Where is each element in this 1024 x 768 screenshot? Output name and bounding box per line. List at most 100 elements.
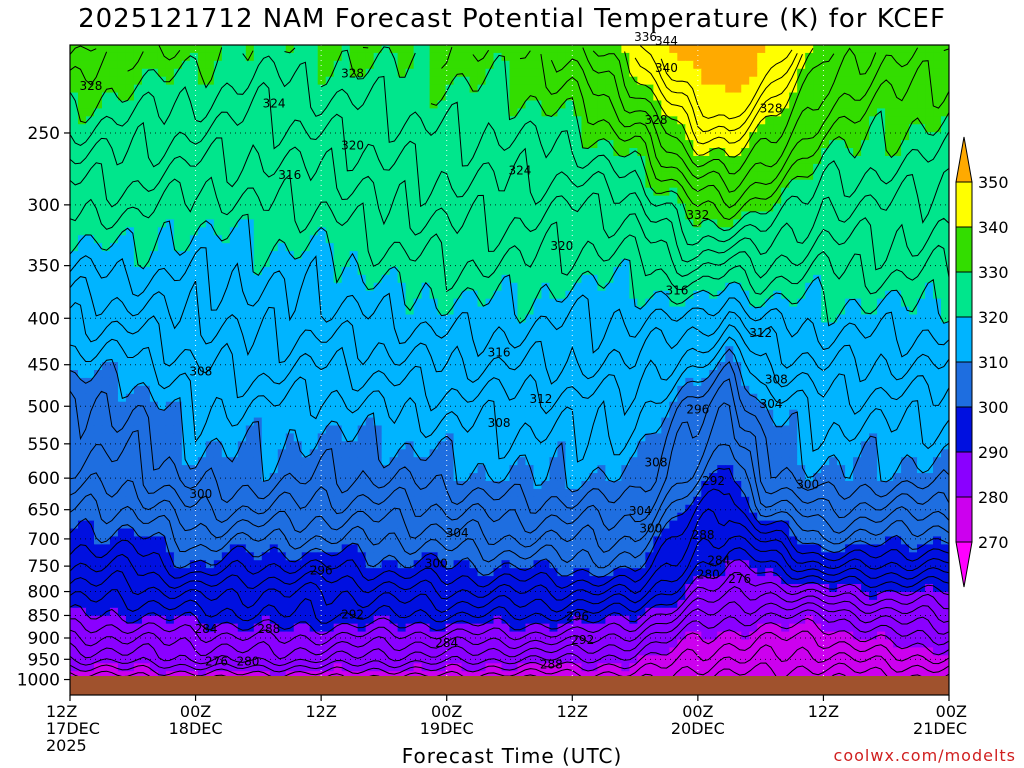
heatmap-cell [421, 68, 431, 78]
heatmap-cell [557, 76, 567, 86]
heatmap-cell [381, 116, 391, 125]
heatmap-cell [941, 298, 949, 308]
heatmap-cell [589, 92, 598, 102]
heatmap-cell [725, 290, 734, 300]
heatmap-cell [765, 393, 774, 403]
heatmap-cell [157, 235, 167, 244]
heatmap-cell [341, 338, 351, 347]
heatmap-cell [293, 346, 303, 355]
heatmap-cell [661, 124, 670, 133]
heatmap-cell [485, 266, 495, 276]
heatmap-cell [757, 298, 766, 308]
heatmap-cell [301, 203, 311, 213]
heatmap-cell [733, 282, 742, 292]
heatmap-cell [109, 179, 119, 189]
heatmap-cell [93, 155, 103, 165]
heatmap-cell [349, 290, 359, 300]
heatmap-cell [861, 203, 870, 213]
heatmap-cell [525, 52, 535, 62]
heatmap-cell [325, 266, 335, 276]
heatmap-cell [589, 45, 598, 54]
heatmap-cell [405, 274, 415, 284]
heatmap-cell [429, 155, 439, 165]
heatmap-cell [517, 219, 527, 228]
heatmap-cell [645, 108, 654, 117]
heatmap-cell [141, 203, 151, 213]
heatmap-cell [293, 163, 303, 173]
heatmap-cell [845, 393, 854, 403]
heatmap-cell [237, 235, 247, 244]
heatmap-cell [381, 266, 391, 276]
heatmap-cell [389, 219, 399, 228]
heatmap-cell [885, 108, 894, 117]
heatmap-cell [373, 195, 383, 205]
heatmap-cell [357, 401, 367, 411]
heatmap-cell [373, 68, 383, 78]
heatmap-cell [453, 45, 463, 54]
heatmap-cell [885, 60, 894, 70]
heatmap-cell [853, 362, 862, 371]
heatmap-cell [173, 251, 183, 260]
heatmap-cell [117, 163, 127, 173]
heatmap-cell [333, 100, 343, 110]
heatmap-cell [373, 100, 383, 110]
heatmap-cell [365, 330, 375, 339]
heatmap-cell [277, 354, 287, 363]
heatmap-cell [853, 251, 862, 260]
heatmap-cell [909, 84, 918, 94]
heatmap-cell [685, 362, 694, 371]
heatmap-cell [125, 52, 135, 62]
heatmap-cell [125, 124, 135, 133]
heatmap-cell [701, 155, 710, 165]
heatmap-cell [757, 76, 766, 86]
heatmap-cell [805, 195, 814, 205]
heatmap-cell [373, 155, 383, 165]
heatmap-cell [909, 385, 918, 395]
heatmap-cell [269, 171, 279, 181]
heatmap-cell [309, 354, 319, 363]
heatmap-cell [141, 354, 151, 363]
heatmap-cell [93, 163, 103, 173]
heatmap-cell [477, 377, 487, 387]
heatmap-cell [261, 92, 271, 102]
heatmap-cell [261, 370, 271, 379]
heatmap-cell [77, 124, 87, 133]
heatmap-cell [453, 84, 463, 94]
heatmap-cell [877, 219, 886, 228]
heatmap-cell [445, 140, 455, 149]
heatmap-cell [437, 211, 447, 220]
heatmap-cell [829, 84, 838, 94]
heatmap-cell [917, 274, 926, 284]
heatmap-cell [133, 282, 143, 292]
heatmap-cell [837, 171, 846, 181]
heatmap-cell [293, 124, 303, 133]
heatmap-cell [77, 45, 87, 54]
heatmap-cell [133, 163, 143, 173]
heatmap-cell [149, 219, 159, 228]
heatmap-cell [797, 219, 806, 228]
heatmap-cell [797, 100, 806, 110]
heatmap-cell [581, 385, 591, 395]
heatmap-cell [853, 243, 862, 252]
heatmap-cell [853, 187, 862, 197]
heatmap-cell [381, 140, 391, 149]
heatmap-cell [541, 274, 551, 284]
heatmap-cell [565, 290, 575, 300]
heatmap-cell [917, 68, 926, 78]
heatmap-cell [277, 52, 287, 62]
heatmap-cell [581, 322, 591, 331]
heatmap-cell [229, 52, 239, 62]
heatmap-cell [781, 163, 790, 173]
heatmap-cell [325, 155, 335, 165]
heatmap-cell [781, 370, 790, 379]
heatmap-cell [685, 290, 694, 300]
heatmap-cell [541, 266, 551, 276]
heatmap-cell [685, 298, 694, 308]
heatmap-cell [869, 370, 878, 379]
heatmap-cell [397, 251, 407, 260]
heatmap-cell [781, 60, 790, 70]
heatmap-cell [741, 393, 750, 403]
heatmap-cell [213, 370, 223, 379]
heatmap-cell [93, 108, 103, 117]
heatmap-cell [933, 52, 942, 62]
